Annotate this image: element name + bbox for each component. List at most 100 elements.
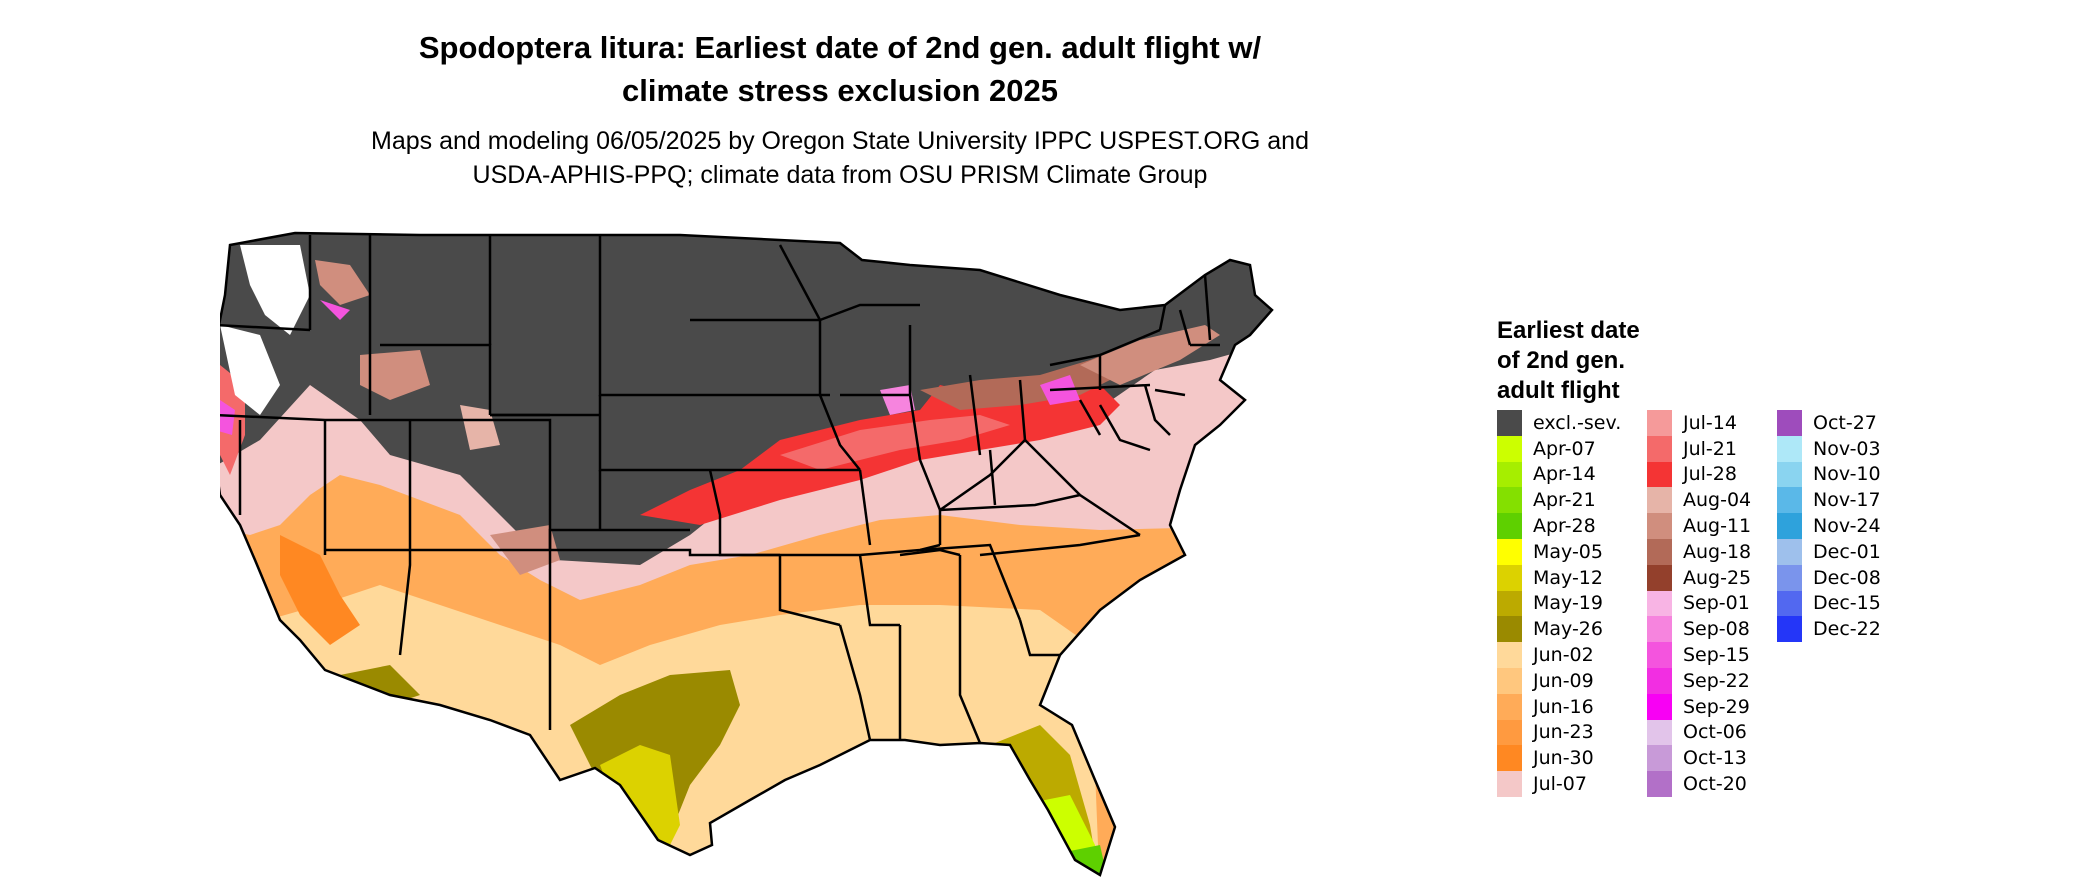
legend-item: Nov-17: [1777, 487, 1881, 514]
legend-label: Jun-02: [1533, 644, 1594, 667]
legend-item: Jul-21: [1647, 435, 1751, 462]
legend-swatch: [1777, 616, 1802, 643]
legend-item: Sep-01: [1647, 590, 1751, 617]
legend-item: Dec-08: [1777, 564, 1881, 591]
legend-swatch: [1497, 616, 1522, 643]
legend-item: Aug-25: [1647, 564, 1752, 591]
legend-label: Oct-20: [1683, 773, 1747, 796]
legend-item: Oct-20: [1647, 771, 1751, 797]
legend-item: Oct-06: [1647, 719, 1751, 746]
legend-title-line-2: of 2nd gen.: [1497, 347, 1625, 374]
legend-item: Sep-29: [1647, 693, 1751, 720]
legend-swatch: [1777, 564, 1802, 591]
legend-item: May-05: [1497, 538, 1621, 565]
legend-item: Jul-14: [1647, 410, 1751, 436]
legend-swatch: [1647, 435, 1672, 462]
legend-label: May-26: [1533, 618, 1603, 641]
legend-item: Apr-14: [1497, 461, 1621, 488]
legend-swatch: [1777, 410, 1802, 436]
legend-label: Sep-01: [1683, 592, 1750, 615]
legend-title-line-1: Earliest date: [1497, 317, 1640, 344]
legend-item: Oct-13: [1647, 745, 1751, 772]
legend-label: Nov-10: [1813, 463, 1881, 486]
map-fill: [220, 233, 1272, 875]
legend-swatch: [1497, 487, 1522, 514]
legend-item: Dec-15: [1777, 590, 1881, 617]
legend-swatch: [1647, 771, 1672, 797]
legend-label: Jun-09: [1533, 669, 1594, 692]
legend-swatch: [1497, 410, 1522, 436]
legend-label: Oct-27: [1813, 411, 1877, 434]
legend-swatch: [1777, 487, 1802, 514]
legend-label: excl.-sev.: [1533, 411, 1622, 434]
legend-swatch: [1497, 642, 1522, 668]
legend-swatch: [1777, 513, 1802, 539]
state-borders: [220, 231, 1274, 877]
legend-item: excl.-sev.: [1497, 410, 1621, 436]
legend-swatch: [1497, 538, 1522, 565]
legend-item: Jun-09: [1497, 667, 1621, 694]
legend-item: Apr-21: [1497, 487, 1621, 514]
subtitle-line-2: USDA-APHIS-PPQ; climate data from OSU PR…: [472, 161, 1208, 189]
legend-swatch: [1647, 667, 1672, 694]
legend-label: Jul-07: [1533, 773, 1587, 796]
legend-swatch: [1777, 590, 1802, 617]
legend-item: Jul-28: [1647, 461, 1751, 488]
legend-title-line-3: adult flight: [1497, 377, 1620, 404]
legend-label: Aug-25: [1683, 566, 1752, 589]
legend-item: Dec-01: [1777, 538, 1881, 565]
legend-swatch: [1647, 693, 1672, 720]
legend-label: Oct-13: [1683, 747, 1747, 770]
legend-swatch: [1497, 513, 1522, 539]
legend-item: Nov-24: [1777, 513, 1881, 539]
legend-label: May-05: [1533, 540, 1603, 563]
legend-swatch: [1647, 538, 1672, 565]
legend-label: Jul-28: [1683, 463, 1737, 486]
legend-swatch: [1647, 590, 1672, 617]
legend-item: Apr-07: [1497, 435, 1621, 462]
legend-label: Aug-04: [1683, 489, 1752, 512]
legend-swatch: [1647, 745, 1672, 772]
legend-label: May-19: [1533, 592, 1603, 615]
legend-label: Dec-08: [1813, 566, 1881, 589]
legend-swatch: [1497, 667, 1522, 694]
legend-swatch: [1777, 538, 1802, 565]
legend-title: Earliest date of 2nd gen. adult flight: [1497, 316, 1697, 406]
legend-swatch: [1647, 487, 1672, 514]
legend-item: May-12: [1497, 564, 1621, 591]
legend-item: Nov-10: [1777, 461, 1881, 488]
legend-column-2: Jul-14 Jul-21 Jul-28 Aug-04 Aug-11 Aug-18 Aug-…: [1647, 410, 1751, 797]
legend-swatch: [1777, 435, 1802, 462]
legend-item: Aug-04: [1647, 487, 1752, 514]
legend-swatch: [1497, 461, 1522, 488]
legend-item: Nov-03: [1777, 435, 1881, 462]
legend-swatch: [1497, 771, 1522, 797]
legend-swatch: [1647, 616, 1672, 643]
map-subtitle: Maps and modeling 06/05/2025 by Oregon S…: [300, 124, 1380, 192]
legend-item: Jun-02: [1497, 642, 1621, 668]
legend-label: Sep-29: [1683, 695, 1750, 718]
legend-swatch: [1497, 719, 1522, 746]
legend-swatch: [1647, 461, 1672, 488]
legend-swatch: [1647, 410, 1672, 436]
legend-item: Jun-16: [1497, 693, 1621, 720]
legend-swatch: [1647, 513, 1672, 539]
legend-item: Oct-27: [1777, 410, 1881, 436]
legend-label: Oct-06: [1683, 721, 1747, 744]
title-line-2: climate stress exclusion 2025: [622, 73, 1058, 108]
legend-label: Apr-28: [1533, 515, 1596, 538]
subtitle-line-1: Maps and modeling 06/05/2025 by Oregon S…: [371, 127, 1309, 155]
title-line-1: Spodoptera litura: Earliest date of 2nd …: [418, 30, 1262, 65]
legend-label: Apr-14: [1533, 463, 1596, 486]
legend-label: Aug-18: [1683, 540, 1752, 563]
legend-label: Jun-30: [1533, 747, 1594, 770]
legend-label: Jun-23: [1533, 721, 1594, 744]
legend-swatch: [1497, 590, 1522, 617]
legend-item: Dec-22: [1777, 616, 1881, 643]
legend-label: Jul-21: [1683, 437, 1737, 460]
legend-label: Jun-16: [1533, 695, 1594, 718]
legend-column-3: Oct-27 Nov-03 Nov-10 Nov-17 Nov-24 Dec-01 Dec-…: [1777, 410, 1881, 643]
us-phenology-map: [220, 231, 1274, 877]
legend-label: Apr-21: [1533, 489, 1596, 512]
legend-item: Jul-07: [1497, 771, 1621, 797]
